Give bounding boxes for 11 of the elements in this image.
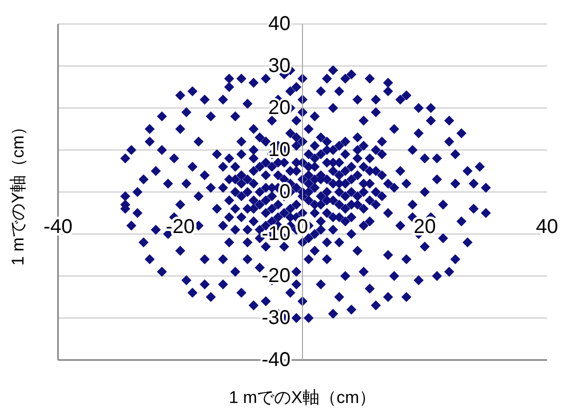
y-tick-label: 20 — [268, 97, 290, 119]
y-tick-label: -20 — [262, 265, 290, 287]
x-tick-label: 20 — [414, 216, 436, 238]
y-tick-label: 40 — [268, 13, 290, 35]
x-tick-label: -40 — [44, 216, 72, 238]
x-tick-label: 40 — [536, 216, 558, 238]
y-tick-label: 30 — [268, 55, 290, 77]
y-axis-title: 1 mでのY軸（cm） — [8, 118, 28, 266]
y-tick-label: -40 — [262, 349, 290, 371]
x-axis-title: 1 mでのX軸（cm） — [228, 387, 378, 409]
x-tick-label: -20 — [166, 216, 195, 238]
